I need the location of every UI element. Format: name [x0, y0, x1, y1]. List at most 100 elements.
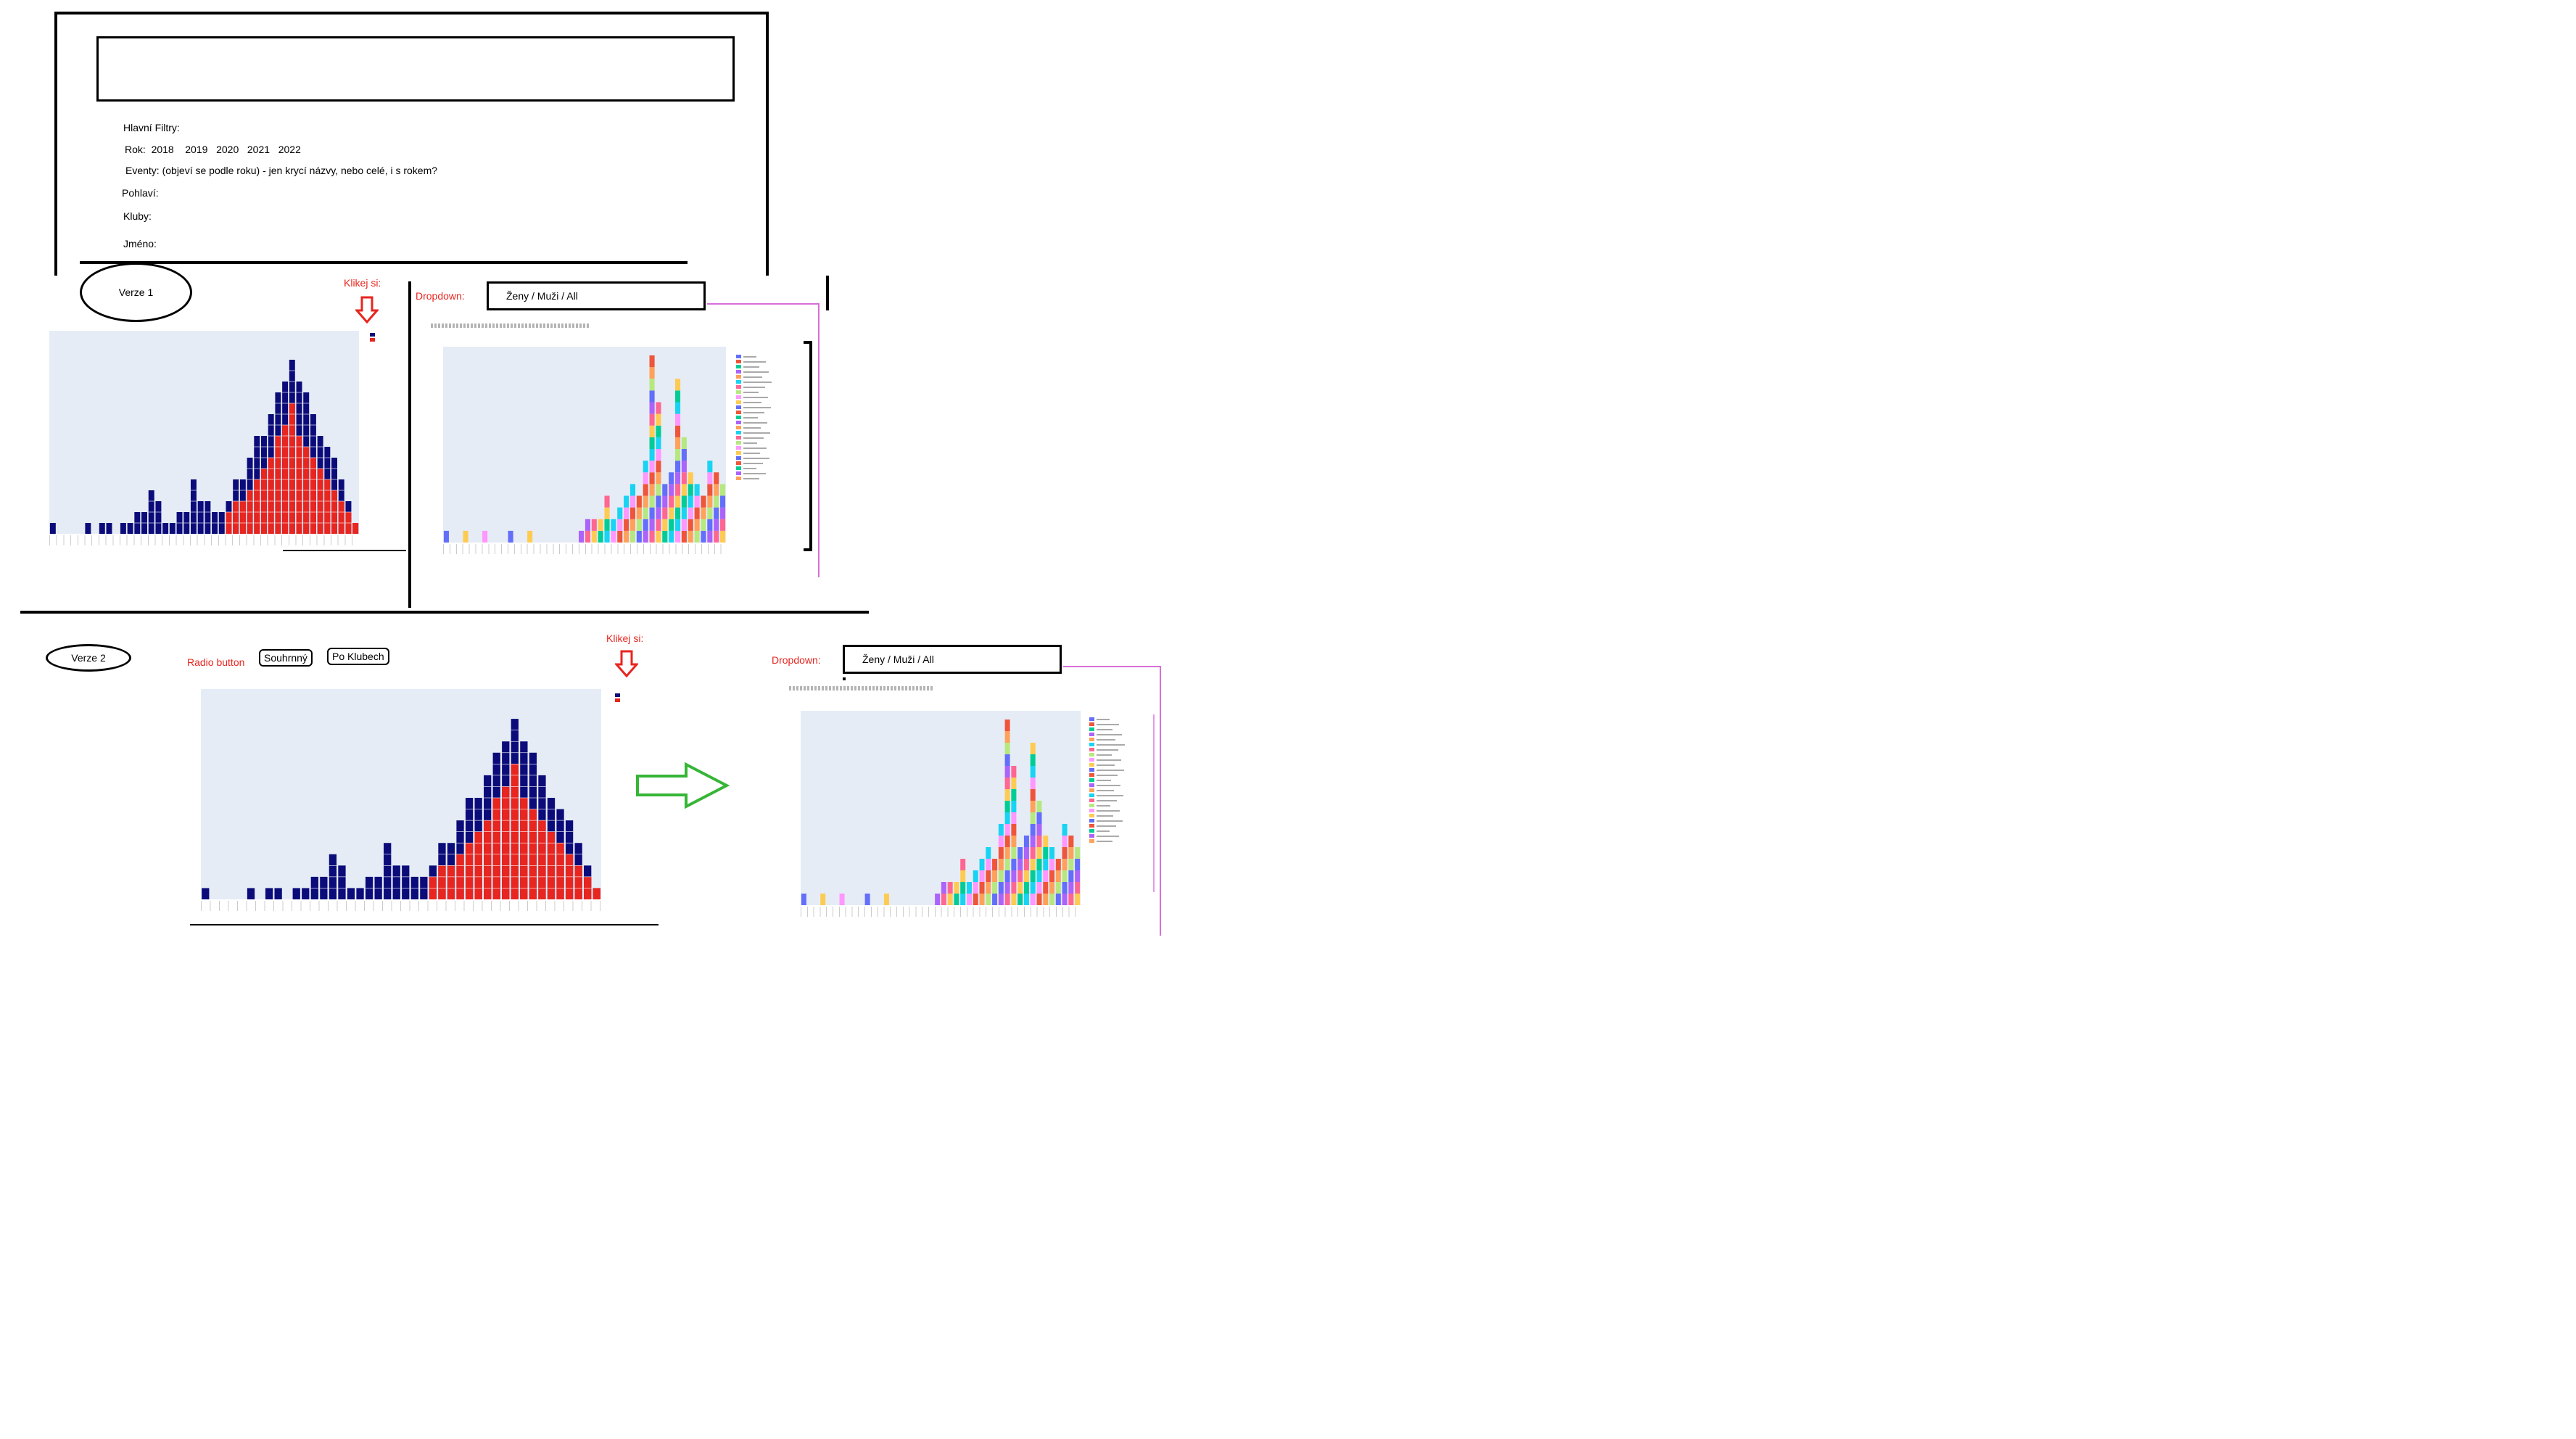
filter-clubs-row[interactable]: Kluby: [123, 210, 152, 222]
v2-club-bar-segment [1062, 836, 1068, 847]
v1-club-legend-item[interactable] [736, 389, 801, 395]
v2-club-bar-segment [1036, 836, 1042, 847]
v1-club-legend-item[interactable] [736, 440, 801, 445]
v2-club-legend-item[interactable] [1089, 783, 1155, 788]
v2-overall-bar-men [265, 888, 273, 899]
v2-club-bar-segment [1023, 847, 1029, 859]
v1-overall-bar-women [239, 501, 246, 534]
v1-club-legend-item[interactable] [736, 420, 801, 425]
v2-club-legend-item[interactable] [1089, 803, 1155, 808]
v2-club-legend-item[interactable] [1089, 752, 1155, 757]
v1-club-legend-item[interactable] [736, 461, 801, 466]
v2-club-legend-item[interactable] [1089, 798, 1155, 803]
filters-heading: Hlavní Filtry: [123, 122, 180, 133]
v2-club-legend-text-mark [1097, 733, 1122, 735]
v1-club-legend-item[interactable] [736, 405, 801, 410]
search-title-box[interactable] [96, 36, 735, 102]
filter-events-row[interactable]: Eventy: (objeví se podle roku) - jen kry… [125, 165, 438, 176]
v2-overall-chart-plot[interactable] [201, 689, 601, 899]
v1-club-legend-item[interactable] [736, 395, 801, 400]
v2-club-bar-segment [1023, 882, 1029, 894]
v1-club-legend-swatch [736, 477, 741, 480]
v2-club-legend-item[interactable] [1089, 727, 1155, 732]
v2-club-legend-text-mark [1097, 749, 1118, 751]
v1-club-legend-item[interactable] [736, 466, 801, 471]
v1-overall-bar-women [352, 523, 359, 534]
v1-overall-chart-plot[interactable] [49, 331, 359, 534]
v2-club-legend-item[interactable] [1089, 762, 1155, 767]
v2-club-bar-segment [864, 894, 870, 905]
filter-name-row[interactable]: Jméno: [123, 238, 157, 250]
v2-club-legend-item[interactable] [1089, 813, 1155, 818]
v2-club-chart-plot[interactable] [801, 711, 1081, 905]
v1-club-chart-plot[interactable] [443, 347, 726, 543]
v2-club-xaxis-ticks [801, 907, 1081, 917]
v1-dropdown-label: Dropdown: [416, 290, 465, 302]
v2-club-legend-item[interactable] [1089, 778, 1155, 783]
v1-club-legend-item[interactable] [736, 374, 801, 379]
v1-club-legend-item[interactable] [736, 425, 801, 430]
v2-club-bar-segment [986, 882, 991, 894]
v2-club-legend-item[interactable] [1089, 747, 1155, 752]
v2-club-bar-segment [883, 894, 889, 905]
filter-gender-row[interactable]: Pohlaví: [122, 187, 159, 199]
v2-club-legend-swatch [1089, 834, 1094, 838]
v2-club-bar-segment [986, 870, 991, 882]
v1-club-legend-item[interactable] [736, 400, 801, 405]
v1-club-legend-swatch [736, 421, 741, 424]
v2-radio-po-klubech[interactable]: Po Klubech [327, 648, 389, 665]
v2-club-legend-text-mark [1097, 794, 1123, 796]
v2-club-legend-text-mark [1097, 825, 1116, 827]
v2-club-legend-item[interactable] [1089, 767, 1155, 772]
v1-club-legend-item[interactable] [736, 430, 801, 435]
v2-club-legend-swatch [1089, 768, 1094, 772]
v1-club-legend-item[interactable] [736, 364, 801, 369]
v1-club-legend-item[interactable] [736, 359, 801, 364]
v2-club-bar-segment [1011, 894, 1017, 905]
v2-club-legend-item[interactable] [1089, 828, 1155, 833]
v2-club-legend-item[interactable] [1089, 818, 1155, 823]
v1-club-legend-item[interactable] [736, 455, 801, 461]
v2-club-legend-item[interactable] [1089, 732, 1155, 737]
v1-club-legend-text-mark [743, 366, 759, 368]
v2-club-bar-segment [1004, 882, 1010, 894]
v2-club-bar-segment [979, 882, 985, 894]
v1-club-legend-item[interactable] [736, 354, 801, 359]
v2-club-bar-segment [1049, 870, 1055, 882]
v2-club-legend-item[interactable] [1089, 823, 1155, 828]
v2-radio-souhrnny[interactable]: Souhrnný [259, 649, 313, 667]
v1-club-legend-item[interactable] [736, 435, 801, 440]
v1-club-legend-item[interactable] [736, 369, 801, 374]
v2-overall-bar-women [438, 865, 446, 899]
v2-club-legend-item[interactable] [1089, 772, 1155, 778]
v1-club-legend-item[interactable] [736, 410, 801, 415]
v1-club-legend-item[interactable] [736, 379, 801, 384]
v2-club-legend-item[interactable] [1089, 833, 1155, 838]
filter-year-row[interactable]: Rok: 2018 2019 2020 2021 2022 [125, 144, 301, 155]
v1-club-legend-item[interactable] [736, 384, 801, 389]
v2-club-bar-segment [1004, 743, 1010, 754]
v2-club-legend-item[interactable] [1089, 737, 1155, 742]
v2-club-legend-item[interactable] [1089, 838, 1155, 844]
v2-club-legend-item[interactable] [1089, 793, 1155, 798]
v2-club-legend-item[interactable] [1089, 722, 1155, 727]
v2-club-legend-item[interactable] [1089, 788, 1155, 793]
v2-gender-dropdown[interactable]: Ženy / Muži / All [843, 645, 1062, 674]
v1-club-legend-swatch [736, 446, 741, 450]
v2-club-legend-text-mark [1097, 764, 1115, 766]
v1-club-legend-item[interactable] [736, 415, 801, 420]
v2-club-legend-item[interactable] [1089, 742, 1155, 747]
v2-club-legend-item[interactable] [1089, 717, 1155, 722]
v1-club-legend-item[interactable] [736, 476, 801, 481]
v2-club-bar-segment [1011, 824, 1017, 836]
v1-overall-bar-men [169, 523, 176, 534]
v1-overall-bar-men [120, 523, 126, 534]
v1-club-legend-item[interactable] [736, 445, 801, 450]
v1-club-bar-segment [649, 413, 655, 426]
v2-club-legend-item[interactable] [1089, 808, 1155, 813]
v1-gender-dropdown[interactable]: Ženy / Muži / All [487, 281, 706, 310]
v2-club-legend-item[interactable] [1089, 757, 1155, 762]
v1-club-legend-item[interactable] [736, 450, 801, 455]
v2-club-bar-segment [966, 894, 972, 905]
v1-club-legend-item[interactable] [736, 471, 801, 476]
